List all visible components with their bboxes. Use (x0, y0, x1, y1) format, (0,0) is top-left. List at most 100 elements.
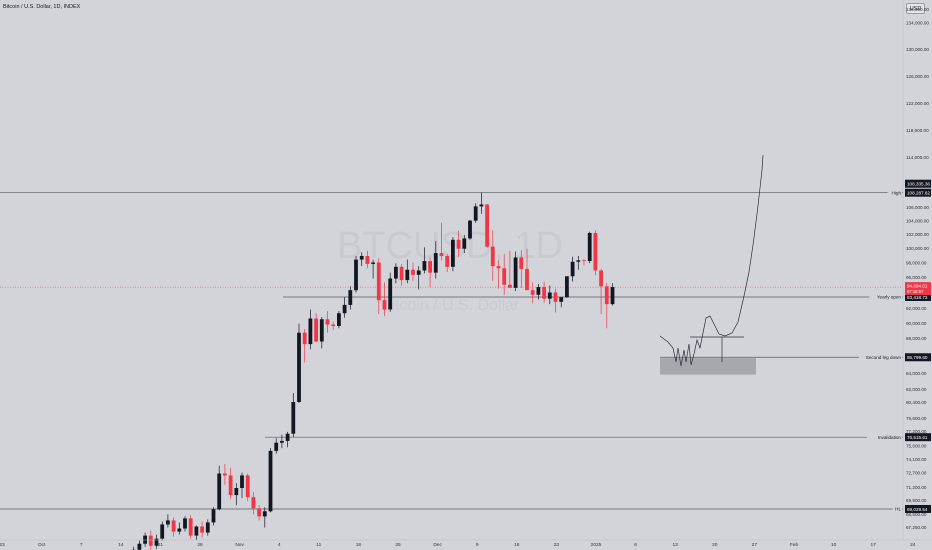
price-tick-label: 69,900.00 (906, 498, 927, 503)
candle-body (422, 261, 427, 271)
candle-body (371, 262, 375, 264)
candle-body (234, 488, 239, 496)
candle-body (348, 290, 353, 305)
candle-body (439, 253, 444, 256)
candle-body (502, 268, 507, 285)
currency-button[interactable]: USD (906, 3, 925, 14)
time-tick-label: 9 (476, 542, 479, 548)
candle-body (479, 204, 484, 207)
time-tick-label: 7 (80, 542, 83, 548)
candle-body (565, 276, 569, 298)
time-tick-label: 23 (0, 542, 5, 548)
candle-body (462, 238, 467, 249)
time-tick-label: 14 (118, 542, 124, 548)
price-tick-label: 88,000.00 (906, 336, 927, 341)
candle-body (496, 266, 501, 269)
level-tag-bg (892, 505, 902, 513)
candle-body (547, 292, 552, 299)
price-tick-label: 134,000.00 (906, 20, 929, 25)
candle-body (582, 260, 586, 262)
candle-body (513, 257, 518, 288)
price-tick-label: 78,600.00 (906, 416, 927, 421)
price-tick-label: 80,400.00 (906, 400, 927, 405)
candle-body (331, 324, 336, 326)
price-tick-label: 68,500.00 (906, 512, 927, 517)
time-tick-label: 20 (712, 542, 718, 548)
candle-body (200, 526, 204, 533)
price-tick-label: 118,000.00 (906, 128, 929, 133)
high-price-tag (905, 179, 931, 188)
candle-body (337, 313, 341, 326)
level-price-label: 85,799.60 (907, 355, 928, 360)
level-price-tag (905, 433, 931, 442)
candle-body (291, 402, 296, 434)
price-tick-label: 122,000.00 (906, 101, 929, 106)
time-tick-label: Nov (235, 542, 244, 548)
price-tick-label: 106,000.00 (906, 205, 929, 210)
price-tick-label: 114,000.00 (906, 155, 929, 160)
level-tag-label: Yearly open (877, 295, 902, 300)
candle-body (405, 269, 410, 281)
candle-body (280, 440, 284, 443)
candle-body (508, 284, 512, 288)
price-tick-label: 71,200.00 (906, 485, 927, 490)
price-tick-label: 98,000.00 (906, 260, 927, 265)
price-tick-label: 102,000.00 (906, 232, 929, 237)
level-tag-label: Invalidation (878, 435, 902, 440)
candle-body (587, 232, 592, 262)
current-price-label: 94,694.01 (907, 284, 928, 289)
candle-body (268, 450, 273, 512)
candle-body (342, 304, 347, 314)
price-tick-label: 72,700.00 (906, 470, 927, 475)
candle-body (274, 442, 279, 451)
level-tag-bg (887, 189, 902, 197)
candle-body (194, 526, 199, 536)
time-tick-label: 2025 (591, 542, 602, 548)
price-tick-label: 67,250.00 (906, 525, 927, 530)
candle-body (188, 518, 193, 536)
time-tick-label: Oct (38, 542, 46, 548)
candle-body (468, 220, 472, 239)
candle-body (297, 332, 301, 402)
watermark-name: Bitcoin / U.S. Dollar (381, 297, 520, 314)
candle-body (257, 508, 261, 517)
time-tick-label: 13 (673, 542, 679, 548)
candle-body (359, 255, 364, 260)
candle-body (217, 473, 222, 510)
candle-body (354, 259, 358, 291)
candle-body (376, 262, 381, 301)
candle-body (485, 204, 489, 247)
price-tick-label: 77,200.00 (906, 429, 927, 434)
time-tick-label: Dec (433, 542, 442, 548)
candle-body (166, 520, 170, 525)
candle-body (228, 475, 233, 496)
candle-body (445, 255, 450, 267)
projection-path (659, 154, 764, 367)
level-tag-label: High (892, 190, 902, 195)
candle-body (205, 522, 210, 533)
candle-body (399, 266, 404, 281)
candle-body (490, 246, 495, 267)
candle-body (365, 255, 370, 264)
price-tick-label: 90,000.00 (906, 321, 927, 326)
level-price-label: 93,418.73 (907, 295, 928, 300)
time-tick-label: 11 (316, 542, 321, 548)
candle-body (183, 518, 187, 529)
candle-body (599, 270, 603, 287)
candle-body (604, 286, 609, 305)
candle-body (285, 433, 290, 441)
candle-body (576, 260, 581, 262)
demand-zone (660, 358, 756, 375)
candle-body (536, 287, 541, 295)
price-tick-label: 126,000.00 (906, 74, 929, 79)
time-tick-label: 6 (634, 542, 637, 548)
candle-body (177, 528, 182, 532)
candle-body (240, 475, 244, 489)
candle-body (394, 266, 398, 279)
candle-body (223, 473, 227, 476)
candle-body (473, 206, 478, 221)
candle-body (382, 300, 387, 310)
level-tag-bg (869, 293, 902, 301)
